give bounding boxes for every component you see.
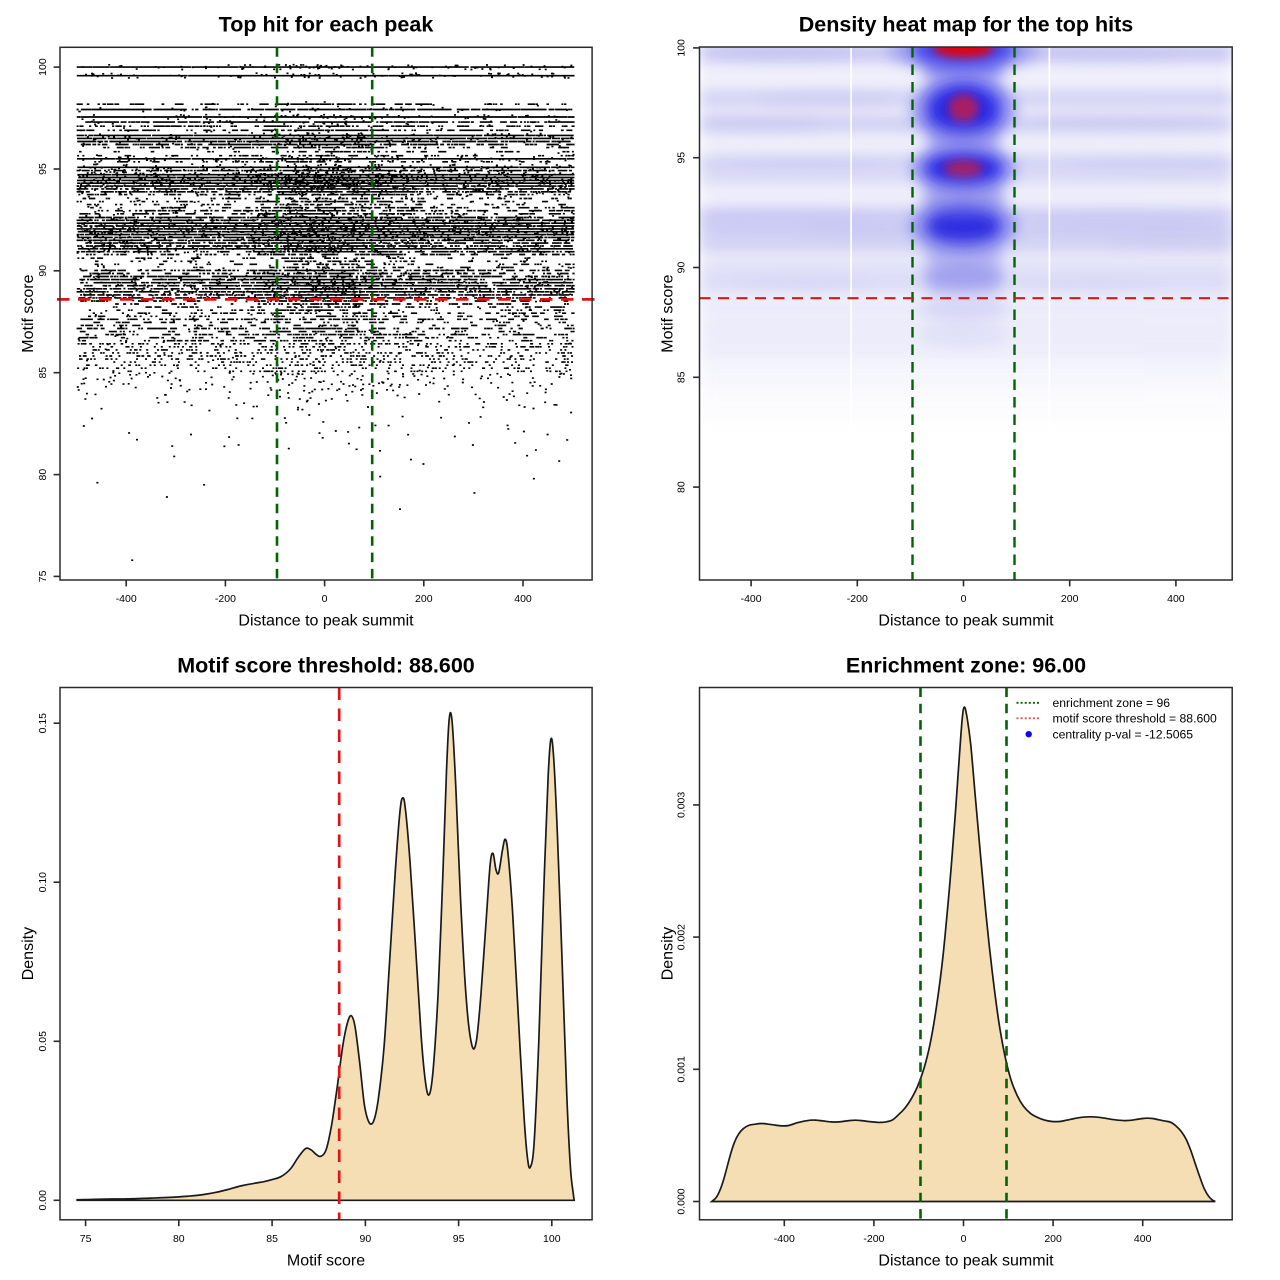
svg-text:0.05: 0.05 bbox=[37, 1031, 49, 1052]
svg-text:0.00: 0.00 bbox=[37, 1190, 49, 1211]
svg-text:100: 100 bbox=[543, 1233, 561, 1245]
svg-text:200: 200 bbox=[1061, 593, 1079, 605]
svg-text:85: 85 bbox=[266, 1233, 278, 1245]
svg-text:Motif score threshold: 88.600: Motif score threshold: 88.600 bbox=[177, 653, 475, 677]
svg-text:-400: -400 bbox=[774, 1233, 795, 1245]
svg-text:80: 80 bbox=[37, 469, 49, 481]
svg-text:0.002: 0.002 bbox=[676, 924, 688, 950]
svg-text:95: 95 bbox=[37, 163, 49, 175]
svg-text:Distance to peak summit: Distance to peak summit bbox=[878, 1253, 1054, 1270]
svg-text:centrality p-val = -12.5065: centrality p-val = -12.5065 bbox=[1053, 728, 1194, 742]
svg-text:0: 0 bbox=[961, 593, 967, 605]
svg-text:0: 0 bbox=[961, 1233, 967, 1245]
svg-text:80: 80 bbox=[173, 1233, 185, 1245]
svg-text:Density: Density bbox=[660, 927, 677, 980]
svg-text:100: 100 bbox=[676, 39, 688, 57]
svg-text:0.15: 0.15 bbox=[37, 713, 49, 734]
svg-text:Motif score: Motif score bbox=[287, 1253, 365, 1270]
svg-text:100: 100 bbox=[37, 58, 49, 76]
svg-text:400: 400 bbox=[514, 593, 532, 605]
svg-text:Top hit for each peak: Top hit for each peak bbox=[219, 12, 434, 36]
svg-text:75: 75 bbox=[37, 570, 49, 582]
svg-text:75: 75 bbox=[80, 1233, 92, 1245]
svg-text:Enrichment zone: 96.00: Enrichment zone: 96.00 bbox=[846, 653, 1086, 677]
svg-text:80: 80 bbox=[676, 481, 688, 493]
svg-text:0.003: 0.003 bbox=[676, 792, 688, 818]
svg-text:Density: Density bbox=[20, 927, 37, 980]
svg-text:95: 95 bbox=[453, 1233, 465, 1245]
svg-text:motif score threshold = 88.600: motif score threshold = 88.600 bbox=[1053, 712, 1218, 726]
svg-text:0.000: 0.000 bbox=[676, 1188, 688, 1214]
svg-text:0.10: 0.10 bbox=[37, 872, 49, 893]
svg-text:-200: -200 bbox=[215, 593, 236, 605]
svg-text:200: 200 bbox=[415, 593, 433, 605]
svg-text:85: 85 bbox=[37, 367, 49, 379]
svg-text:Density heat map for the top h: Density heat map for the top hits bbox=[799, 12, 1134, 36]
svg-text:-200: -200 bbox=[847, 593, 868, 605]
svg-text:0: 0 bbox=[322, 593, 328, 605]
svg-text:85: 85 bbox=[676, 371, 688, 383]
svg-text:Distance to peak summit: Distance to peak summit bbox=[238, 613, 414, 630]
svg-text:90: 90 bbox=[676, 262, 688, 274]
svg-text:95: 95 bbox=[676, 152, 688, 164]
svg-text:Motif score: Motif score bbox=[660, 274, 677, 352]
svg-text:0.001: 0.001 bbox=[676, 1056, 688, 1082]
svg-text:90: 90 bbox=[360, 1233, 372, 1245]
svg-text:90: 90 bbox=[37, 265, 49, 277]
svg-text:400: 400 bbox=[1167, 593, 1185, 605]
svg-text:Motif score: Motif score bbox=[20, 274, 37, 352]
svg-text:-400: -400 bbox=[741, 593, 762, 605]
svg-text:-400: -400 bbox=[116, 593, 137, 605]
svg-text:400: 400 bbox=[1134, 1233, 1152, 1245]
svg-text:enrichment zone = 96: enrichment zone = 96 bbox=[1053, 696, 1171, 710]
svg-text:Distance to peak summit: Distance to peak summit bbox=[878, 613, 1054, 630]
svg-text:200: 200 bbox=[1044, 1233, 1062, 1245]
svg-text:-200: -200 bbox=[863, 1233, 884, 1245]
